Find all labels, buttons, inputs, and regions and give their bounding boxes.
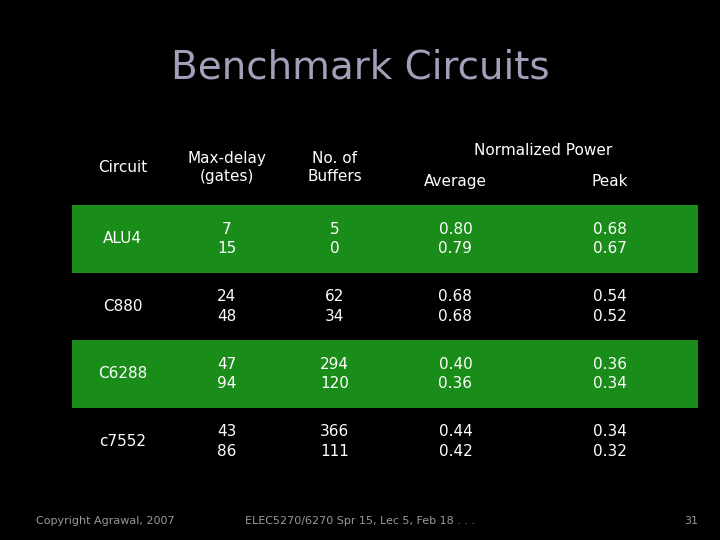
Text: 294
120: 294 120 <box>320 356 349 392</box>
Bar <box>72 408 698 475</box>
Text: C880: C880 <box>103 299 142 314</box>
Text: Circuit: Circuit <box>98 160 147 175</box>
Text: Average: Average <box>424 173 487 188</box>
Text: 5
0: 5 0 <box>330 221 340 256</box>
Text: Peak: Peak <box>592 173 629 188</box>
Text: ALU4: ALU4 <box>103 232 142 246</box>
Text: C6288: C6288 <box>98 367 147 381</box>
Text: 43
86: 43 86 <box>217 424 236 459</box>
Text: 47
94: 47 94 <box>217 356 236 392</box>
Text: 62
34: 62 34 <box>325 289 344 324</box>
Text: 0.40
0.36: 0.40 0.36 <box>438 356 472 392</box>
Text: Normalized Power: Normalized Power <box>474 143 613 158</box>
Text: c7552: c7552 <box>99 434 146 449</box>
Text: 7
15: 7 15 <box>217 221 236 256</box>
Text: Copyright Agrawal, 2007: Copyright Agrawal, 2007 <box>36 516 175 526</box>
Text: No. of
Buffers: No. of Buffers <box>307 151 362 184</box>
Text: 0.34
0.32: 0.34 0.32 <box>593 424 627 459</box>
Text: ELEC5270/6270 Spr 15, Lec 5, Feb 18 . . .: ELEC5270/6270 Spr 15, Lec 5, Feb 18 . . … <box>245 516 475 526</box>
Text: 31: 31 <box>685 516 698 526</box>
Text: 366
111: 366 111 <box>320 424 349 459</box>
Text: 0.68
0.67: 0.68 0.67 <box>593 221 627 256</box>
Text: Max-delay
(gates): Max-delay (gates) <box>187 151 266 184</box>
Text: 0.36
0.34: 0.36 0.34 <box>593 356 627 392</box>
Bar <box>72 340 698 408</box>
Bar <box>72 205 698 273</box>
Text: 0.68
0.68: 0.68 0.68 <box>438 289 472 324</box>
Text: 0.44
0.42: 0.44 0.42 <box>438 424 472 459</box>
Text: 24
48: 24 48 <box>217 289 236 324</box>
Text: 0.80
0.79: 0.80 0.79 <box>438 221 472 256</box>
Text: Benchmark Circuits: Benchmark Circuits <box>171 49 549 86</box>
Bar <box>72 273 698 340</box>
Text: 0.54
0.52: 0.54 0.52 <box>593 289 627 324</box>
